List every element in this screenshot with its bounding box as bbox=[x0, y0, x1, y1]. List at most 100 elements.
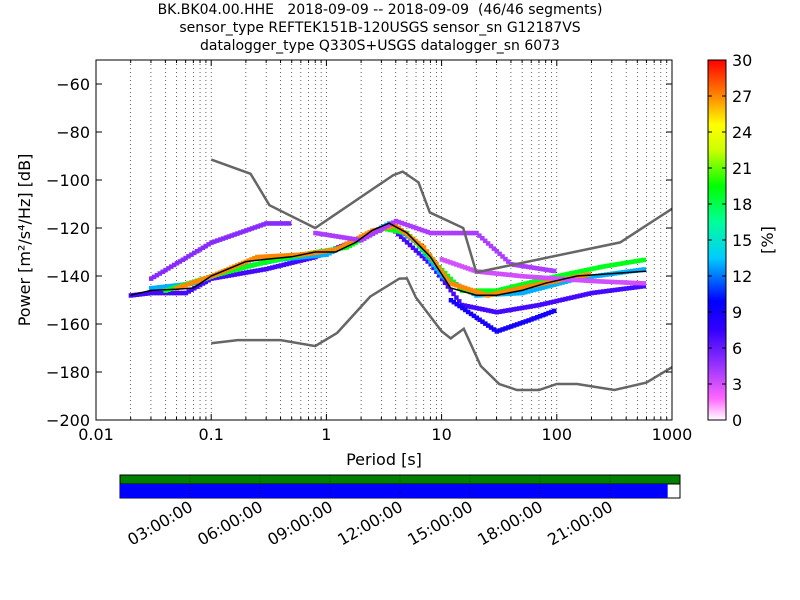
psd-cell bbox=[413, 248, 419, 253]
psd-cell bbox=[508, 291, 514, 296]
psd-cell bbox=[609, 279, 615, 285]
plot-grid bbox=[130, 60, 668, 420]
psd-cell bbox=[479, 291, 485, 296]
psd-cell bbox=[517, 273, 522, 279]
psd-cell bbox=[511, 291, 517, 296]
psd-cell bbox=[534, 266, 540, 271]
psd-cell bbox=[214, 238, 220, 243]
psd-cell bbox=[505, 308, 511, 313]
psd-cell bbox=[508, 288, 514, 293]
psd-cell bbox=[592, 274, 597, 279]
psd-cell bbox=[154, 272, 160, 278]
psd-cell bbox=[448, 287, 453, 293]
psd-cell bbox=[460, 284, 465, 290]
psd-cell bbox=[580, 292, 586, 298]
psd-cell bbox=[632, 285, 638, 290]
psd-cell bbox=[497, 287, 502, 293]
psd-cell bbox=[160, 290, 166, 296]
psd-cell bbox=[272, 257, 278, 263]
psd-cell bbox=[281, 256, 286, 261]
psd-cell bbox=[526, 284, 531, 289]
psd-cell bbox=[393, 218, 399, 224]
psd-cell bbox=[418, 243, 424, 248]
psd-cell bbox=[532, 283, 537, 288]
psd-cell bbox=[454, 230, 459, 236]
psd-cell bbox=[529, 317, 534, 322]
psd-cell bbox=[387, 224, 393, 230]
psd-cell bbox=[520, 290, 525, 296]
psd-cell bbox=[534, 287, 540, 292]
psd-cell bbox=[169, 264, 174, 269]
psd-cell bbox=[301, 257, 307, 263]
psd-cell bbox=[255, 268, 260, 273]
psd-cell bbox=[321, 232, 327, 237]
psd-cell bbox=[448, 230, 453, 236]
psd-cell bbox=[537, 277, 543, 283]
psd-cell bbox=[494, 329, 500, 334]
psd-cell bbox=[497, 328, 502, 333]
colorbar-label: [%] bbox=[758, 226, 777, 254]
psd-cell bbox=[275, 253, 280, 259]
psd-cell bbox=[465, 286, 471, 292]
psd-cell bbox=[525, 289, 531, 294]
psd-cell bbox=[618, 261, 623, 267]
psd-cell bbox=[457, 303, 462, 309]
psd-cell bbox=[307, 254, 312, 259]
psd-cell bbox=[154, 290, 160, 296]
timeline-top-bar bbox=[119, 474, 681, 485]
psd-cell bbox=[474, 305, 479, 311]
psd-cell bbox=[520, 285, 525, 291]
psd-cell bbox=[157, 271, 163, 276]
psd-cell bbox=[609, 288, 615, 293]
psd-cell bbox=[439, 276, 445, 282]
psd-cell bbox=[243, 228, 249, 233]
psd-cell bbox=[451, 261, 456, 266]
psd-cell bbox=[543, 275, 548, 281]
psd-cell bbox=[571, 294, 577, 300]
x-tick-label: 0.01 bbox=[78, 425, 114, 444]
y-axis-label: Power [m²/s⁴/Hz] [dB] bbox=[15, 154, 34, 327]
psd-cell bbox=[514, 273, 519, 278]
psd-cell bbox=[580, 268, 586, 274]
psd-cell bbox=[419, 253, 425, 259]
psd-cell bbox=[629, 259, 635, 265]
psd-cell bbox=[451, 299, 457, 305]
psd-cell bbox=[500, 309, 505, 314]
psd-cell bbox=[267, 259, 272, 264]
psd-cell bbox=[404, 240, 410, 245]
colorbar-tick-label: 12 bbox=[732, 267, 752, 286]
psd-cell bbox=[514, 322, 520, 327]
psd-cell bbox=[385, 223, 390, 229]
psd-cell bbox=[583, 292, 589, 297]
psd-cell bbox=[624, 286, 629, 291]
psd-cell bbox=[235, 267, 240, 272]
psd-cell bbox=[462, 288, 468, 293]
psd-cell bbox=[511, 287, 517, 292]
psd-cell bbox=[566, 296, 571, 301]
psd-cell bbox=[238, 230, 243, 235]
psd-cell bbox=[534, 303, 539, 308]
psd-cell bbox=[618, 280, 623, 285]
psd-cell bbox=[468, 230, 474, 236]
psd-cell bbox=[546, 283, 551, 289]
psd-cell bbox=[529, 283, 534, 289]
psd-cell bbox=[477, 306, 482, 311]
psd-cell bbox=[543, 284, 548, 290]
psd-cell bbox=[151, 285, 157, 291]
psd-cell bbox=[437, 273, 442, 278]
psd-cell bbox=[506, 259, 511, 264]
psd-cell bbox=[451, 291, 456, 297]
psd-cell bbox=[390, 228, 396, 233]
psd-cell bbox=[379, 226, 384, 232]
psd-cell bbox=[600, 264, 606, 269]
timeline-tick-label: 15:00:00 bbox=[404, 497, 476, 549]
psd-cell bbox=[517, 306, 522, 311]
psd-cell bbox=[457, 283, 462, 289]
y-tick-label: −200 bbox=[46, 411, 90, 430]
psd-cell bbox=[293, 259, 298, 265]
psd-cell bbox=[483, 307, 488, 313]
psd-cell bbox=[517, 321, 523, 326]
psd-cell bbox=[454, 283, 459, 288]
psd-cell bbox=[134, 292, 139, 298]
y-tick-label: −80 bbox=[56, 123, 90, 142]
